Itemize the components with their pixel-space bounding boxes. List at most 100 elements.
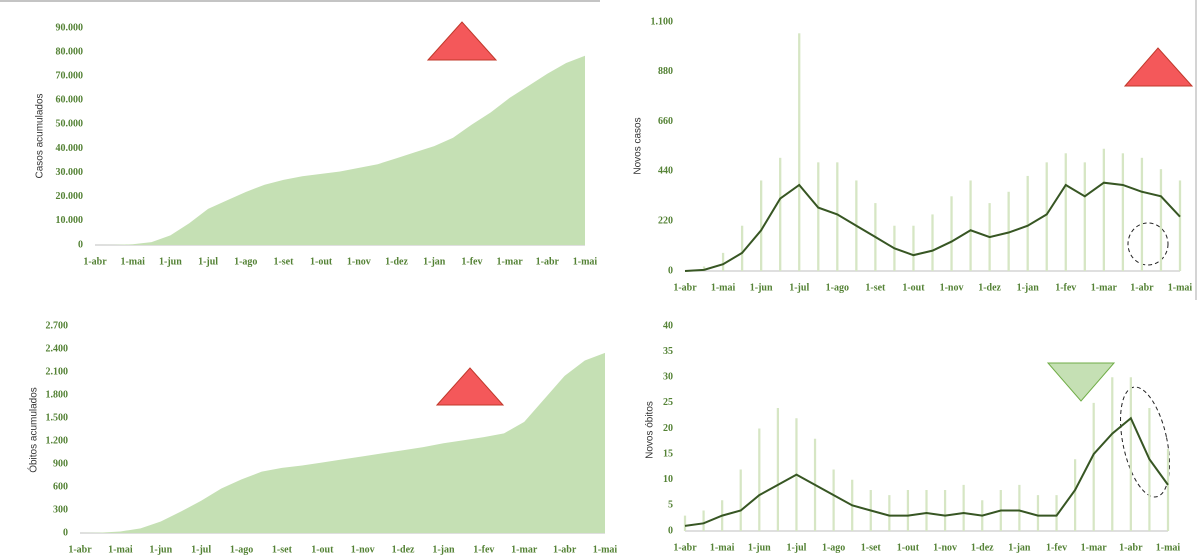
daily-bar	[702, 510, 705, 531]
daily-bar	[721, 252, 725, 271]
x-tick-label: 1-mai	[1156, 542, 1181, 553]
y-tick-label: 660	[658, 116, 673, 127]
x-tick-label: 1-mai	[108, 544, 133, 555]
y-tick-label: 50.000	[56, 119, 84, 130]
x-tick-label: 1-jan	[1017, 282, 1040, 293]
x-tick-label: 1-mai	[711, 282, 736, 293]
daily-bar	[1064, 153, 1067, 271]
up-triangle	[1123, 47, 1194, 87]
y-tick-label: 2.400	[46, 343, 69, 354]
x-tick-label: 1-mar	[1081, 542, 1108, 553]
x-tick-label: 1-abr	[536, 256, 560, 267]
y-tick-label: 1.500	[46, 412, 69, 423]
daily-bar	[962, 484, 965, 531]
y-axis-title: Óbitos acumulados	[27, 387, 40, 473]
x-tick-label: 1-set	[861, 542, 882, 553]
x-tick-label: 1-mar	[1091, 282, 1118, 293]
daily-bar	[1140, 157, 1144, 271]
daily-bar	[1102, 148, 1105, 271]
daily-bar	[683, 515, 687, 531]
moving-average-line	[684, 416, 1169, 527]
daily-bar	[943, 490, 947, 531]
charts: 0 10.000 20.000 30.000 40.000 50.000 60.000 70.…	[27, 16, 1193, 555]
x-tick-label: 1-abr	[553, 544, 577, 555]
x-tick-label: 1-ago	[230, 544, 253, 555]
daily-bar	[836, 162, 839, 271]
x-tick-label: 1-set	[865, 282, 886, 293]
x-tick-label: 1-fev	[473, 544, 494, 555]
daily-bar	[760, 180, 763, 271]
highlight-ellipse	[1120, 386, 1170, 498]
x-tick-label: 1-dez	[392, 544, 415, 555]
x-tick-label: 1-abr	[1130, 282, 1154, 293]
x-tick-label: 1-mai	[573, 256, 598, 267]
y-tick-label: 1.200	[46, 435, 69, 446]
up-triangle	[426, 21, 498, 61]
y-tick-label: 35	[663, 346, 673, 357]
y-tick-label: 60.000	[56, 95, 84, 106]
x-tick-label: 1-dez	[385, 256, 408, 267]
daily-bar	[1159, 169, 1163, 271]
daily-bar	[798, 33, 801, 272]
daily-bar	[1092, 402, 1095, 531]
y-tick-label: 30.000	[56, 167, 84, 178]
x-tick-label: 1-abr	[68, 544, 92, 555]
y-tick-label: 20.000	[56, 191, 84, 202]
daily-bar	[832, 469, 835, 531]
x-tick-label: 1-dez	[971, 542, 994, 553]
daily-bar	[1074, 459, 1077, 531]
daily-bar	[912, 225, 915, 271]
y-tick-label: 30	[663, 372, 673, 383]
y-tick-label: 90.000	[56, 22, 84, 33]
x-tick-label: 1-ago	[822, 542, 845, 553]
x-tick-label: 1-abr	[1119, 542, 1143, 553]
y-tick-label: 1.100	[651, 16, 674, 27]
x-tick-label: 1-mai	[710, 542, 735, 553]
x-tick-label: 1-jul	[786, 542, 806, 553]
x-tick-label: 1-fev	[1046, 542, 1067, 553]
y-tick-label: 0	[668, 265, 673, 276]
daily-bar	[1036, 495, 1040, 531]
daily-bar	[969, 180, 972, 271]
x-tick-label: 1-jan	[1008, 542, 1031, 553]
x-tick-label: 1-out	[902, 282, 925, 293]
daily-bar	[1129, 377, 1132, 531]
daily-bar	[1026, 175, 1029, 271]
y-tick-label: 2.700	[46, 320, 69, 331]
down-triangle	[1046, 362, 1116, 402]
daily-bar	[1178, 180, 1182, 271]
daily-bar	[1055, 495, 1058, 531]
x-tick-label: 1-jun	[748, 542, 771, 553]
y-tick-label: 0	[78, 239, 83, 250]
daily-bar	[740, 225, 744, 271]
daily-bar	[1121, 153, 1125, 271]
x-tick-label: 1-dez	[978, 282, 1001, 293]
daily-bar	[925, 490, 928, 531]
x-tick-label: 1-mar	[511, 544, 538, 555]
x-tick-label: 1-jul	[191, 544, 211, 555]
daily-bar	[1148, 408, 1151, 531]
x-tick-label: 1-abr	[83, 256, 107, 267]
y-tick-label: 220	[658, 215, 673, 226]
x-tick-label: 1-out	[897, 542, 920, 553]
x-tick-label: 1-nov	[351, 544, 375, 555]
x-tick-label: 1-jul	[789, 282, 809, 293]
y-tick-label: 2.100	[46, 366, 69, 377]
x-tick-label: 1-fev	[461, 256, 482, 267]
y-axis-title: Novos casos	[633, 117, 644, 174]
x-tick-label: 1-out	[310, 256, 333, 267]
y-tick-label: 20	[663, 423, 673, 434]
x-tick-label: 1-nov	[347, 256, 371, 267]
daily-bar	[1045, 162, 1048, 271]
x-tick-label: 1-set	[273, 256, 294, 267]
y-tick-label: 0	[63, 527, 68, 538]
y-tick-label: 40	[663, 320, 673, 331]
x-tick-label: 1-jun	[159, 256, 182, 267]
y-tick-label: 10.000	[56, 215, 84, 226]
y-tick-label: 70.000	[56, 71, 84, 82]
x-tick-label: 1-out	[311, 544, 334, 555]
x-tick-label: 1-nov	[940, 282, 964, 293]
x-tick-label: 1-jun	[750, 282, 773, 293]
daily-bar	[1018, 484, 1021, 531]
